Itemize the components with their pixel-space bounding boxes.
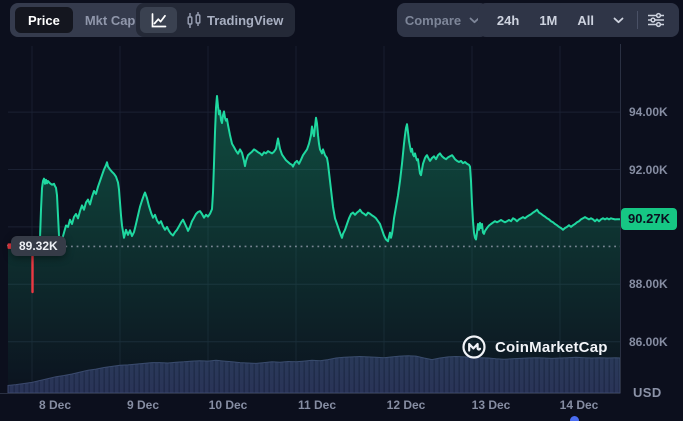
price-tab[interactable]: Price bbox=[15, 7, 73, 33]
x-axis-label: 14 Dec bbox=[559, 398, 599, 412]
y-axis-label: 88.00K bbox=[629, 277, 668, 291]
candlestick-chart-type-button[interactable] bbox=[177, 11, 207, 30]
y-axis-unit-label: USD bbox=[633, 385, 662, 400]
price-mktcap-toggle: Price Mkt Cap bbox=[10, 3, 153, 37]
low-price-tooltip: 89.32K bbox=[11, 236, 66, 256]
toolbar-divider bbox=[637, 11, 638, 29]
price-area bbox=[8, 96, 620, 393]
y-axis-label: 86.00K bbox=[629, 335, 668, 349]
x-axis-label: 11 Dec bbox=[297, 398, 337, 412]
coinmarketcap-watermark: CoinMarketCap bbox=[461, 334, 608, 360]
mktcap-tab[interactable]: Mkt Cap bbox=[73, 7, 148, 33]
scroll-indicator-dot bbox=[570, 416, 579, 421]
y-axis-label: 94.00K bbox=[629, 105, 668, 119]
x-axis-label: 13 Dec bbox=[471, 398, 511, 412]
watermark-text: CoinMarketCap bbox=[495, 338, 608, 356]
chevron-down-icon bbox=[469, 17, 480, 24]
y-axis-label: 92.00K bbox=[629, 163, 668, 177]
compare-label: Compare bbox=[404, 12, 462, 28]
chart-type-group: TradingView bbox=[136, 3, 296, 37]
range-all-button[interactable]: All bbox=[567, 13, 604, 28]
chart-settings-button[interactable] bbox=[642, 12, 670, 28]
current-price-badge: 90.27K bbox=[621, 208, 677, 230]
chevron-down-icon bbox=[613, 17, 624, 24]
price-line bbox=[7, 95, 621, 250]
range-1m-button[interactable]: 1M bbox=[529, 13, 567, 28]
x-axis-label: 12 Dec bbox=[386, 398, 426, 412]
x-axis-label: 9 Dec bbox=[126, 398, 160, 412]
time-range-group: 24h 1M All bbox=[477, 3, 679, 37]
line-chart-icon bbox=[149, 11, 168, 30]
sliders-icon bbox=[647, 12, 665, 28]
coinmarketcap-logo-icon bbox=[461, 334, 487, 360]
x-axis-label: 8 Dec bbox=[38, 398, 72, 412]
tradingview-label: TradingView bbox=[207, 12, 284, 28]
x-axis-label: 10 Dec bbox=[208, 398, 248, 412]
range-more-button[interactable] bbox=[604, 17, 633, 24]
line-chart-type-button[interactable] bbox=[140, 7, 177, 33]
candlestick-icon bbox=[186, 11, 202, 30]
compare-button[interactable]: Compare bbox=[397, 3, 488, 37]
range-24h-button[interactable]: 24h bbox=[487, 13, 529, 28]
